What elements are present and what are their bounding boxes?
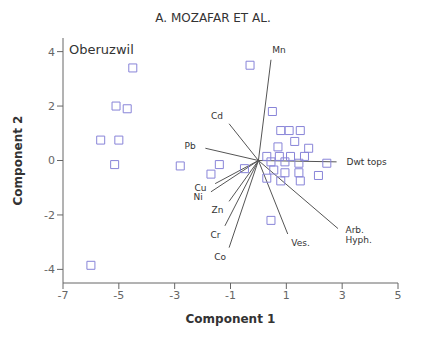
svg-text:-3: -3: [169, 289, 180, 302]
svg-text:2: 2: [48, 100, 55, 113]
svg-text:Co: Co: [214, 252, 226, 262]
svg-text:Cr: Cr: [210, 230, 220, 240]
svg-text:Component 2: Component 2: [11, 116, 25, 206]
svg-text:1: 1: [283, 289, 290, 302]
svg-text:Cd: Cd: [211, 111, 223, 121]
svg-text:-7: -7: [58, 289, 69, 302]
svg-text:-4: -4: [44, 263, 55, 276]
svg-text:0: 0: [48, 154, 55, 167]
svg-text:Mn: Mn: [272, 45, 285, 55]
svg-text:Component 1: Component 1: [186, 312, 276, 326]
svg-text:Pb: Pb: [185, 141, 196, 151]
svg-text:-1: -1: [225, 289, 236, 302]
svg-text:Cu: Cu: [194, 183, 207, 194]
svg-text:-2: -2: [44, 209, 55, 222]
svg-text:Dwt tops: Dwt tops: [347, 157, 387, 167]
svg-text:Zn: Zn: [211, 205, 223, 215]
svg-text:Ves.: Ves.: [291, 238, 310, 248]
html-text:Oberuzwil: Oberuzwil: [69, 42, 134, 57]
html-text:A. MOZAFAR ET AL.: A. MOZAFAR ET AL.: [155, 11, 271, 25]
svg-text:-5: -5: [113, 289, 124, 302]
svg-text:Arb.Hyph.: Arb.Hyph.: [345, 225, 371, 245]
svg-text:4: 4: [48, 46, 55, 59]
svg-text:Ni: Ni: [193, 192, 202, 202]
svg-text:3: 3: [339, 289, 346, 302]
svg-text:5: 5: [395, 289, 402, 302]
